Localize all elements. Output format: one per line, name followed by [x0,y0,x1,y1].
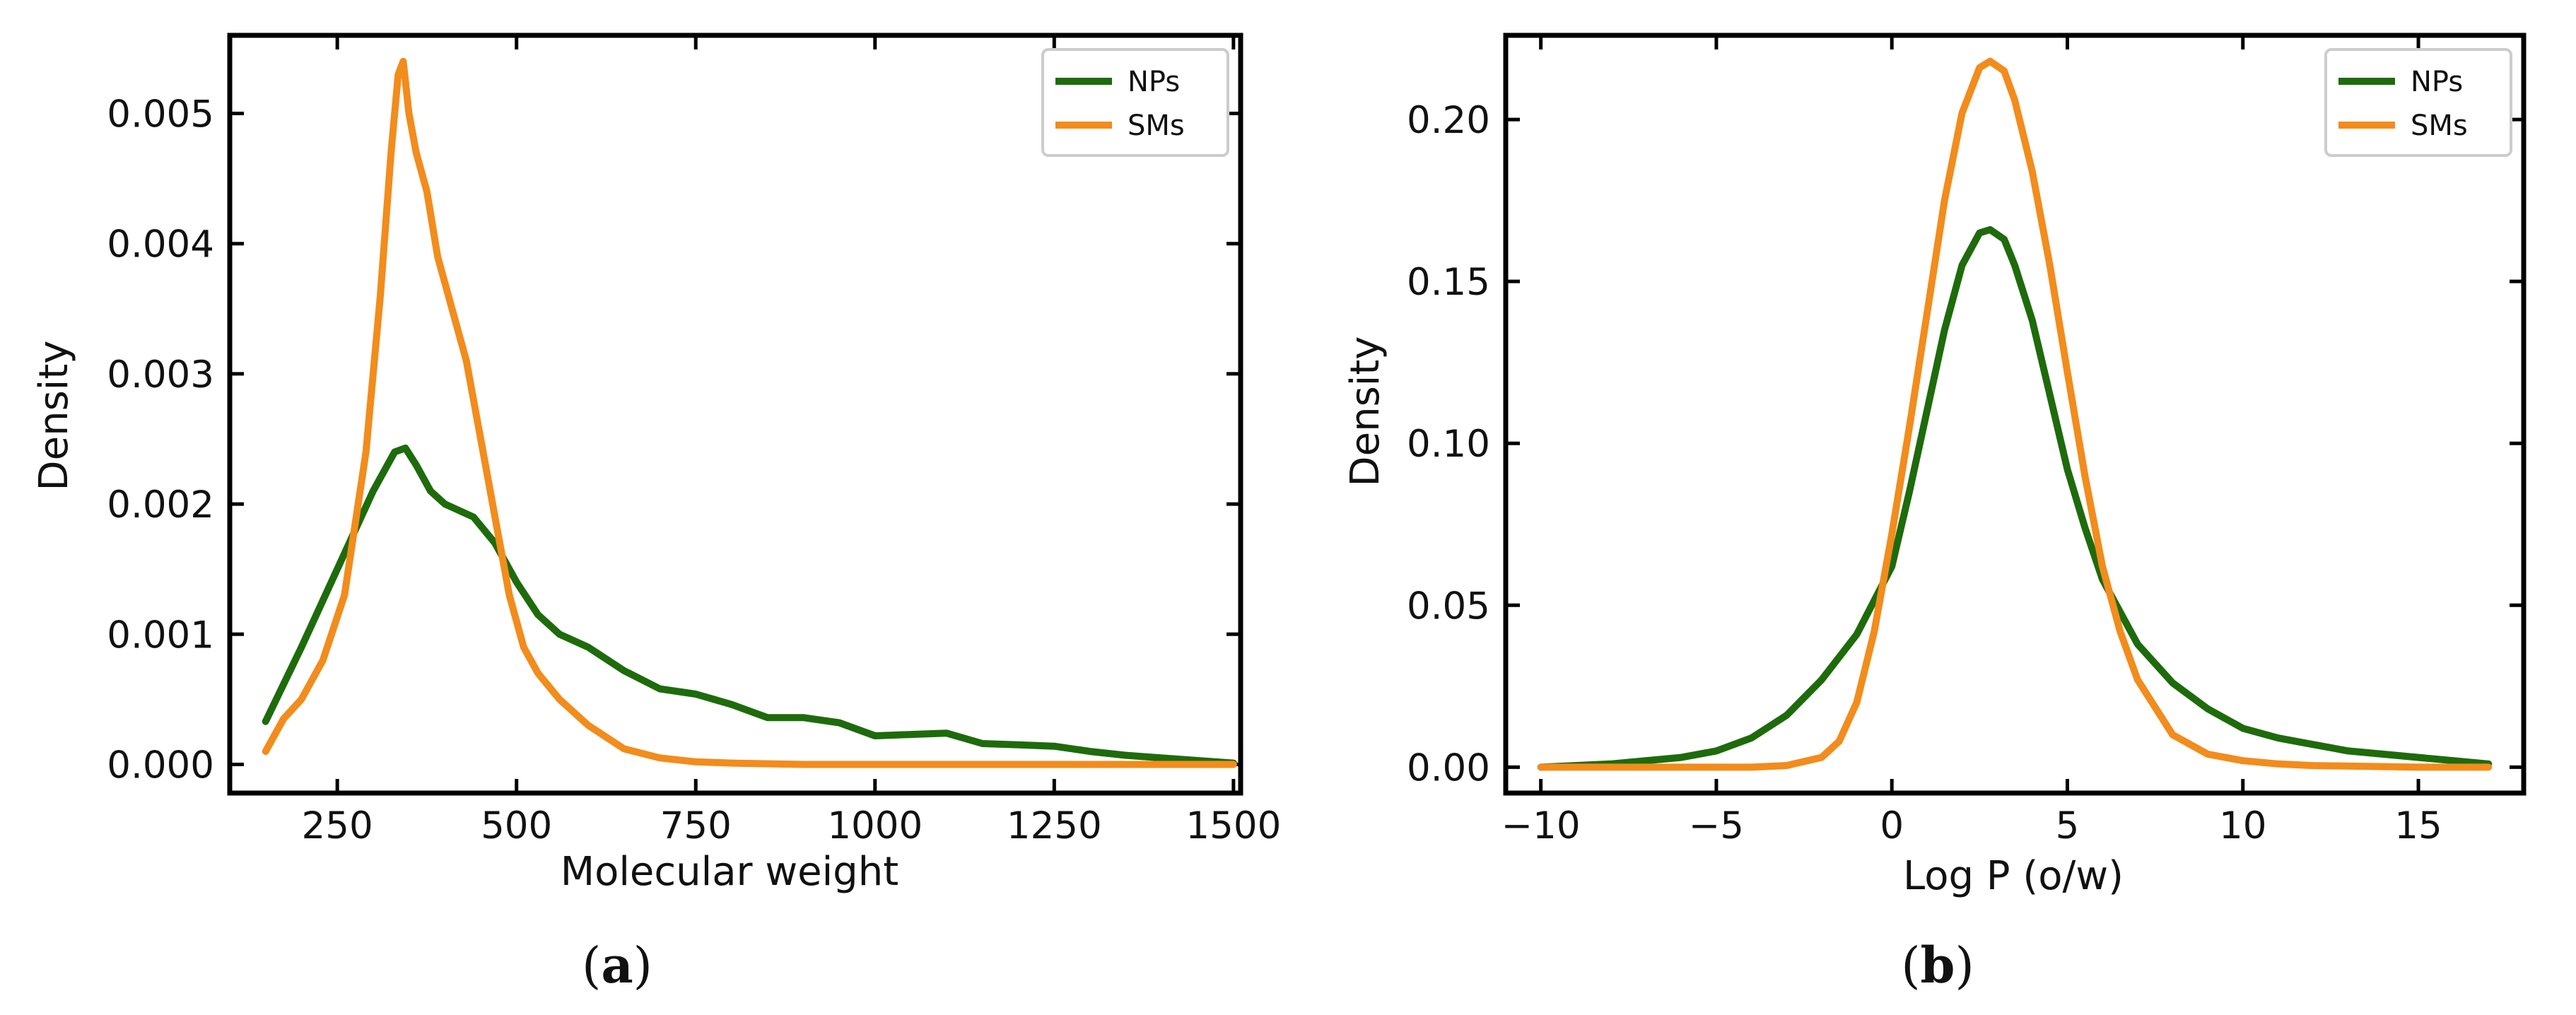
panel-a-caption-letter: a [601,936,633,995]
panel-a-ylabel: Density [31,341,77,491]
panel-b-log-p: −10 −5 0 5 10 15 0.00 0.05 0.10 0.15 0.20 Log P (o… [1342,33,2527,995]
y-tick-label: 0.003 [107,353,214,397]
panel-b-caption-letter: b [1921,936,1955,995]
panel-b-ylabel: Density [1342,336,1388,487]
x-tick-label: 5 [2056,804,2080,847]
x-tick-label: 10 [2219,804,2266,847]
panel-a-xlabel: Molecular weight [561,849,898,895]
panel-a-series [262,57,1237,768]
legend-label-sms: SMs [1128,110,1185,142]
panel-b-xlabel: Log P (o/w) [1903,853,2124,899]
panel-a-molecular-weight: 250 500 750 1000 1250 1500 0.000 0.001 0.002 0.00… [31,33,1281,995]
legend-label-nps: NPs [2411,66,2463,98]
x-tick-label: 15 [2394,804,2442,847]
series-line-sms [262,57,1237,768]
y-tick-label: 0.10 [1407,423,1490,466]
legend-box [2324,48,2512,157]
panel-b-frame [1503,33,2527,796]
x-tick-label: 250 [302,804,373,847]
x-tick-label: 1250 [1007,804,1102,847]
panel-b-series [1537,57,2493,771]
series-line-sms [1537,57,2493,771]
x-tick-label: 500 [481,804,552,847]
panel-a-tick-labels: 250 500 750 1000 1250 1500 0.000 0.001 0.002 0.00… [107,93,1281,847]
y-tick-label: 0.005 [107,93,214,136]
x-tick-label: 1500 [1185,804,1281,847]
y-tick-label: 0.00 [1407,746,1490,790]
panel-a-caption: (a) [582,936,652,995]
x-tick-label: −5 [1689,804,1744,847]
panel-b-caption: (b) [1901,936,1974,995]
panel-a-frame [227,33,1243,796]
x-tick-label: 750 [660,804,732,847]
x-tick-label: 0 [1880,804,1904,847]
y-tick-label: 0.20 [1407,99,1490,142]
x-tick-label: −10 [1501,804,1581,847]
legend-label-nps: NPs [1128,66,1180,98]
y-tick-label: 0.001 [107,614,214,657]
y-tick-label: 0.002 [107,483,214,527]
panel-b-legend: NPs SMs [2324,48,2512,157]
legend-label-sms: SMs [2411,110,2468,142]
series-line-nps [1537,225,2493,771]
y-tick-label: 0.15 [1407,261,1490,304]
legend-box [1041,48,1229,157]
y-tick-label: 0.004 [107,223,214,266]
series-line-nps [262,444,1237,767]
panel-a-legend: NPs SMs [1041,48,1229,157]
y-tick-label: 0.000 [107,744,214,787]
x-tick-label: 1000 [827,804,923,847]
y-tick-label: 0.05 [1407,585,1490,628]
panel-b-tick-labels: −10 −5 0 5 10 15 0.00 0.05 0.10 0.15 0.20 [1407,99,2442,847]
